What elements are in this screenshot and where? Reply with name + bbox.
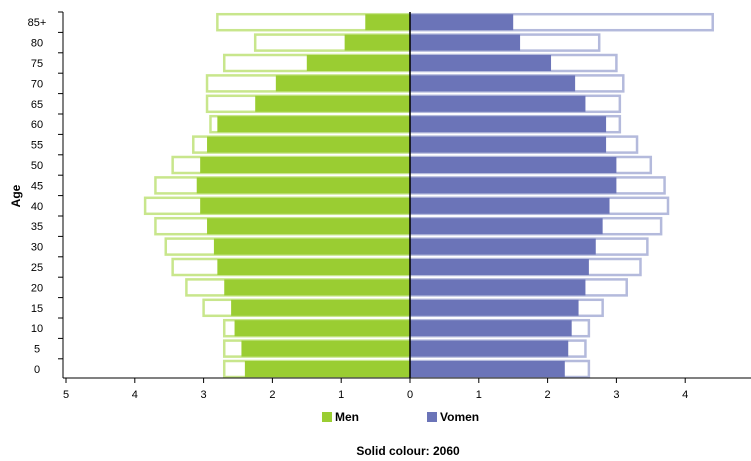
bar-men-5: [241, 340, 410, 357]
legend-swatch-women: [427, 412, 437, 422]
x-tick-label: 1: [476, 389, 482, 401]
y-tick-label: 55: [31, 140, 43, 152]
y-tick-label: 20: [31, 282, 43, 294]
bar-men-70: [275, 75, 410, 92]
x-tick-label: 4: [132, 389, 138, 401]
x-tick-label: 4: [682, 389, 688, 401]
bar-women-25: [410, 259, 589, 275]
y-tick-label: 70: [31, 78, 43, 90]
legend-label-women: Vomen: [440, 410, 479, 424]
y-tick-label: 0: [34, 364, 40, 376]
x-tick-label: 3: [201, 389, 207, 401]
bar-men-40: [200, 197, 410, 214]
bar-women-85+: [410, 14, 514, 31]
bar-men-55: [207, 136, 410, 153]
bar-men-85+: [365, 14, 410, 31]
bar-women-30: [410, 238, 596, 255]
bar-men-15: [231, 299, 410, 316]
bar-women-0: [410, 361, 565, 377]
y-tick-label: 50: [31, 160, 43, 172]
x-tick-label: 0: [407, 389, 413, 401]
bar-men-30: [213, 238, 410, 255]
y-tick-label: 60: [31, 119, 43, 131]
bar-men-10: [234, 320, 410, 337]
bar-women-75: [410, 55, 552, 71]
bar-men-45: [196, 177, 410, 194]
bar-women-55: [410, 136, 607, 153]
y-tick-label: 40: [31, 201, 43, 213]
x-tick-label: 2: [269, 389, 275, 401]
x-tick-label: 3: [613, 389, 619, 401]
y-tick-label: 5: [34, 344, 40, 356]
x-axis-ticks: 5 4 3 2 1 0 1 2 3 4: [63, 378, 688, 401]
bar-men-80: [344, 34, 410, 51]
bar-men-25: [217, 259, 410, 275]
bar-women-10: [410, 320, 572, 337]
bar-women-60: [410, 116, 607, 133]
legend-swatch-men: [322, 412, 332, 422]
y-tick-label: 75: [31, 58, 43, 70]
bar-men-75: [306, 55, 410, 71]
bar-men-65: [255, 95, 410, 112]
bar-men-50: [200, 157, 410, 173]
x-tick-label: 1: [338, 389, 344, 401]
bar-women-80: [410, 34, 521, 51]
bar-women-5: [410, 340, 569, 357]
bar-women-70: [410, 75, 576, 92]
bar-women-15: [410, 299, 579, 316]
y-tick-label: 65: [31, 99, 43, 111]
bar-men-60: [217, 116, 410, 133]
chart-caption: Solid colour: 2060: [356, 444, 460, 458]
y-tick-label: 25: [31, 262, 43, 274]
legend-label-men: Men: [335, 410, 359, 424]
y-tick-label: 80: [31, 38, 43, 50]
bar-women-45: [410, 177, 617, 194]
y-tick-label: 45: [31, 180, 43, 192]
y-tick-label: 35: [31, 221, 43, 233]
y-tick-label: 15: [31, 303, 43, 315]
bar-women-50: [410, 157, 617, 173]
bar-women-40: [410, 197, 610, 214]
y-tick-label: 30: [31, 242, 43, 254]
x-tick-label: 2: [545, 389, 551, 401]
bar-men-35: [207, 218, 410, 235]
bar-men-20: [224, 279, 410, 296]
y-tick-label: 10: [31, 323, 43, 335]
bar-women-35: [410, 218, 603, 235]
solid-bars-group: [196, 14, 617, 377]
y-axis-ticks: 0 5 10 15 20 25 30 35 40 45 50 55 60 65 70 75 80 85+: [28, 11, 63, 376]
y-axis-title: Age: [9, 184, 23, 207]
legend: Men Vomen: [322, 410, 479, 424]
bar-women-20: [410, 279, 586, 296]
bar-women-65: [410, 95, 586, 112]
y-tick-label: 85+: [28, 17, 47, 29]
x-tick-label: 5: [63, 389, 69, 401]
bar-men-0: [244, 361, 410, 377]
